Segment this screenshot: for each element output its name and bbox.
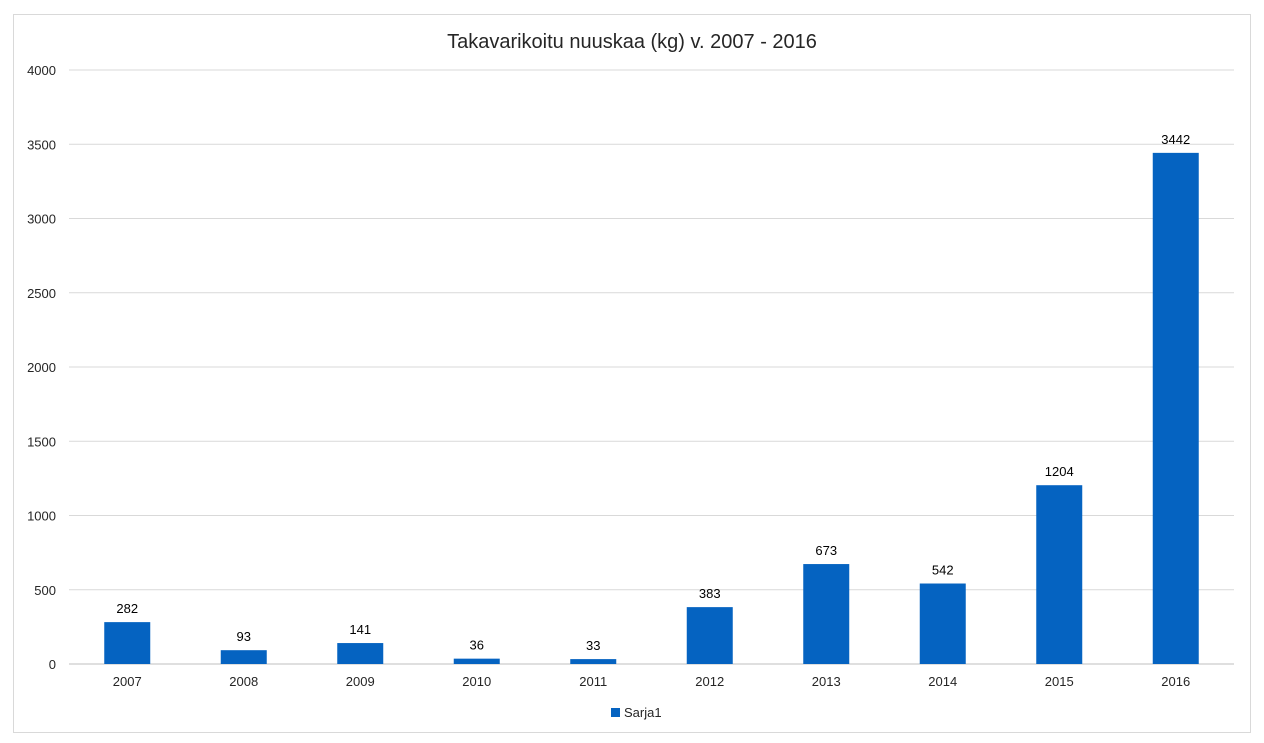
data-label-2016: 3442 bbox=[1161, 132, 1190, 147]
x-tick-label-2016: 2016 bbox=[1161, 674, 1190, 689]
data-label-2015: 1204 bbox=[1045, 464, 1074, 479]
bar-2015 bbox=[1036, 485, 1083, 664]
bars bbox=[104, 152, 1199, 664]
y-tick-label-1500: 1500 bbox=[27, 434, 56, 449]
y-tick-label-4000: 4000 bbox=[27, 63, 56, 78]
bar-2008 bbox=[220, 650, 267, 664]
y-axis: 0 500 1000 1500 2000 2500 3000 3500 4000 bbox=[27, 63, 56, 672]
legend-swatch-sarja1 bbox=[611, 708, 620, 717]
y-tick-label-3500: 3500 bbox=[27, 137, 56, 152]
x-tick-label-2013: 2013 bbox=[812, 674, 841, 689]
data-label-2012: 383 bbox=[699, 586, 721, 601]
data-label-2007: 282 bbox=[116, 601, 138, 616]
data-label-2008: 93 bbox=[237, 629, 251, 644]
y-tick-label-500: 500 bbox=[34, 583, 56, 598]
bar-2007 bbox=[104, 622, 151, 664]
bar-2012 bbox=[686, 607, 733, 664]
x-tick-label-2007: 2007 bbox=[113, 674, 142, 689]
bar-2010 bbox=[453, 658, 500, 664]
bar-2016 bbox=[1152, 152, 1199, 664]
bar-2013 bbox=[803, 564, 850, 664]
data-label-2011: 33 bbox=[586, 638, 600, 653]
x-tick-label-2011: 2011 bbox=[579, 674, 607, 689]
x-tick-label-2009: 2009 bbox=[346, 674, 375, 689]
data-label-2010: 36 bbox=[470, 638, 484, 653]
legend: Sarja1 bbox=[611, 705, 662, 720]
data-label-2013: 673 bbox=[815, 543, 837, 558]
x-tick-label-2010: 2010 bbox=[462, 674, 491, 689]
data-labels: 282 93 141 36 33 383 673 542 1204 3442 bbox=[116, 132, 1190, 653]
x-tick-label-2014: 2014 bbox=[928, 674, 957, 689]
bar-2011 bbox=[570, 659, 617, 664]
y-tick-label-3000: 3000 bbox=[27, 212, 56, 227]
chart-title: Takavarikoitu nuuskaa (kg) v. 2007 - 201… bbox=[447, 31, 817, 53]
y-tick-label-2000: 2000 bbox=[27, 360, 56, 375]
legend-label-sarja1: Sarja1 bbox=[624, 705, 662, 720]
x-tick-label-2015: 2015 bbox=[1045, 674, 1074, 689]
data-label-2009: 141 bbox=[349, 622, 371, 637]
x-tick-label-2012: 2012 bbox=[695, 674, 724, 689]
x-tick-label-2008: 2008 bbox=[229, 674, 258, 689]
data-label-2014: 542 bbox=[932, 563, 954, 578]
bar-2014 bbox=[919, 583, 966, 664]
y-tick-label-2500: 2500 bbox=[27, 286, 56, 301]
y-tick-label-0: 0 bbox=[49, 657, 56, 672]
bar-2009 bbox=[337, 643, 384, 664]
y-tick-label-1000: 1000 bbox=[27, 509, 56, 524]
x-axis: 2007 2008 2009 2010 2011 2012 2013 2014 2015 2016 bbox=[113, 674, 1190, 689]
